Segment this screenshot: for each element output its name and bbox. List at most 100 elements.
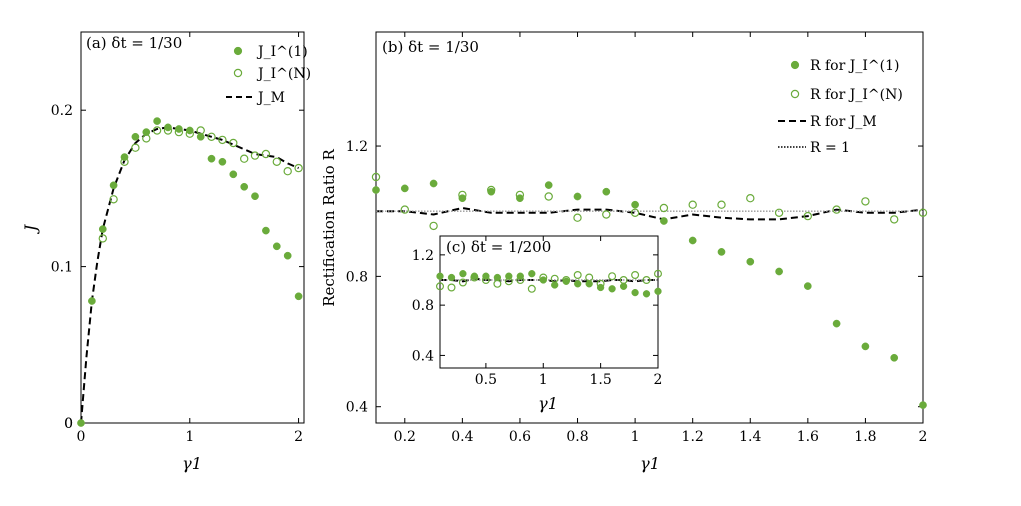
y-tick-label: 0: [64, 416, 73, 432]
panel-b-title: (b) δt = 1/30: [382, 38, 479, 56]
data-point-open: [515, 190, 525, 200]
model-line: [80, 126, 299, 424]
data-point-filled: [660, 217, 668, 225]
panel-c-title: (c) δt = 1/200: [446, 238, 551, 256]
data-point-open: [152, 126, 162, 135]
panel-b-xlabel: γ1: [640, 454, 660, 473]
data-point-filled: [631, 288, 639, 297]
data-point-open: [544, 192, 553, 201]
panel-b-frame: [375, 31, 924, 424]
data-point-filled: [459, 270, 467, 278]
data-point-open: [659, 203, 669, 213]
data-point-open: [562, 276, 571, 285]
data-point-open: [918, 208, 928, 217]
data-point-filled: [574, 280, 582, 288]
panel-a-xlabel: γ1: [182, 454, 202, 473]
data-point-open: [585, 273, 594, 282]
data-point-open: [185, 129, 194, 138]
x-tick-label: 0.5: [475, 372, 497, 388]
data-point-filled: [544, 181, 553, 189]
data-point-open: [602, 210, 611, 219]
data-point-filled: [602, 187, 611, 196]
x-tick-label: 2: [294, 429, 303, 445]
legend-b-label-3: R for J_M: [810, 114, 877, 130]
data-point-open: [218, 135, 227, 145]
data-point-filled: [654, 287, 662, 295]
data-point-filled: [890, 353, 899, 362]
y-tick-label: 1.2: [412, 248, 434, 264]
data-point-filled: [429, 179, 438, 188]
panel-c-ticks: 0.5 1 1.5 2 0.4 0.8 1.2: [412, 236, 662, 388]
data-point-open: [400, 205, 409, 214]
data-point-filled: [240, 182, 249, 191]
panel-a-frame: [80, 31, 305, 424]
data-point-open: [861, 197, 870, 206]
y-tick-label: 1.2: [346, 139, 368, 155]
data-point-filled: [832, 319, 841, 328]
data-point-filled: [88, 297, 96, 305]
data-point-open: [573, 213, 582, 222]
panel-b: (b) δt = 1/30 0.2 0.4 0.6 0.8 1 1.2 1.4 1.6 1.8 2…: [320, 31, 928, 473]
data-point-open: [631, 271, 640, 280]
data-point-open: [653, 269, 662, 278]
data-point-open: [774, 208, 784, 217]
legend-a-marker-filled: [233, 46, 243, 56]
legend-b-marker-filled: [790, 60, 800, 70]
data-point-filled: [717, 248, 726, 256]
data-point-filled: [803, 282, 812, 290]
y-tick-label: 0.2: [51, 103, 73, 119]
legend-a-label-2: J_I^(N): [256, 66, 311, 82]
x-tick-label: 1.6: [797, 429, 819, 445]
panel-b-ylabel: Rectification Ratio R: [320, 149, 338, 307]
data-point-filled: [229, 170, 238, 179]
legend-b-label-1: R for J_I^(1): [810, 58, 899, 74]
x-tick-label: 0.4: [451, 429, 473, 445]
data-point-open: [283, 166, 292, 176]
x-tick-label: 1.5: [589, 372, 611, 388]
panel-a-legend: J_I^(1) J_I^(N) J_M: [226, 44, 311, 106]
x-tick-label: 1.4: [739, 429, 761, 445]
y-tick-label: 0: [64, 416, 73, 432]
panel-a-title: (a) δt = 1/30: [86, 34, 182, 52]
x-tick-label: 1: [185, 429, 194, 445]
x-tick-label: 0.2: [394, 429, 416, 445]
data-point-open: [207, 132, 216, 141]
data-point-filled: [294, 292, 303, 301]
legend-a-label-3: J_M: [256, 90, 285, 106]
data-point-open: [487, 185, 496, 195]
x-tick-label: 0: [77, 429, 86, 445]
legend-b-label-2: R for J_I^(N): [810, 87, 903, 103]
legend-a-label-1: J_I^(1): [256, 44, 308, 60]
data-point-open: [619, 276, 628, 285]
data-point-open: [688, 200, 697, 209]
x-tick-label: 1.8: [854, 429, 876, 445]
data-point-open: [120, 157, 129, 166]
data-point-open: [250, 151, 260, 160]
x-tick-label: 1.2: [682, 429, 704, 445]
y-tick-label: 0.4: [412, 348, 434, 364]
panel-c-xlabel: γ1: [538, 394, 558, 413]
y-tick-label: 0.1: [51, 260, 73, 276]
data-point-open: [458, 190, 467, 200]
data-point-open: [493, 279, 502, 288]
model-line: [376, 206, 924, 221]
data-point-filled: [436, 272, 444, 280]
x-tick-label: 1: [539, 372, 548, 388]
data-point-open: [470, 273, 479, 282]
data-point-filled: [251, 192, 259, 201]
legend-b-marker-open: [790, 89, 800, 99]
data-point-open: [746, 193, 755, 203]
data-point-filled: [109, 181, 118, 190]
y-tick-label: 0.4: [346, 400, 368, 416]
data-point-filled: [919, 401, 927, 409]
data-point-open: [539, 273, 548, 282]
data-point-open: [294, 163, 303, 173]
data-point-open: [527, 284, 536, 293]
data-point-filled: [528, 270, 536, 278]
data-point-filled: [608, 285, 616, 293]
data-point-open: [109, 195, 118, 204]
panel-a-ylabel: J: [21, 223, 40, 234]
data-point-filled: [218, 157, 227, 166]
x-tick-label: 0.6: [509, 429, 531, 445]
data-point-filled: [262, 226, 270, 235]
